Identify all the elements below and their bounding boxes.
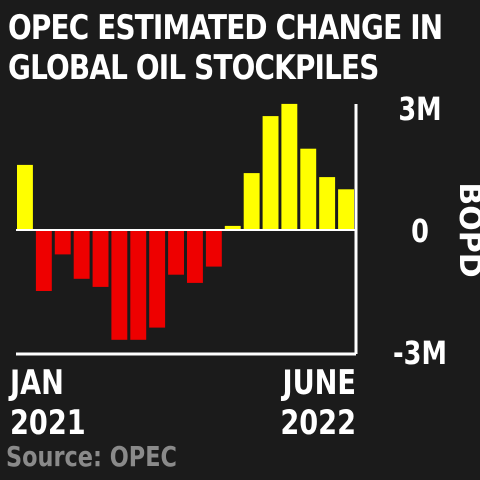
bar-2 [35,230,52,291]
bar-16 [300,148,317,230]
bar-7 [130,230,147,340]
bar-11 [205,230,222,267]
y-tick-label-3: -3M [393,334,447,372]
bar-3 [54,230,71,255]
y-axis-label: BOPD [452,182,480,277]
bar-9 [168,230,184,275]
bar-5 [92,230,109,287]
x-tick-label-2-line-1: JUNE [281,363,356,403]
bars-group [17,103,354,340]
y-tick-label-2: 0 [411,212,429,250]
bar-1 [17,164,33,230]
x-tick-label-1-line-2: 2021 [10,403,86,443]
title-line-1: OPEC ESTIMATED CHANGE IN [8,8,443,48]
bar-18 [338,189,354,230]
y-tick-labels: 3M 0 -3M [393,90,447,372]
bar-13 [243,173,260,230]
x-tick-label-1-line-1: JAN [8,363,64,403]
source-note: Source: OPEC [6,440,177,473]
bar-8 [149,230,166,328]
chart-title: OPEC ESTIMATED CHANGE IN GLOBAL OIL STOC… [8,8,443,88]
bar-14 [262,116,279,230]
bar-17 [319,177,336,230]
title-line-2: GLOBAL OIL STOCKPILES [8,48,379,88]
bar-4 [73,230,90,279]
bar-6 [111,230,128,340]
bar-12 [224,225,241,230]
x-tick-label-2-line-2: 2022 [280,403,356,443]
bar-10 [187,230,203,283]
bar-15 [281,103,298,230]
y-tick-label-1: 3M [398,90,441,128]
